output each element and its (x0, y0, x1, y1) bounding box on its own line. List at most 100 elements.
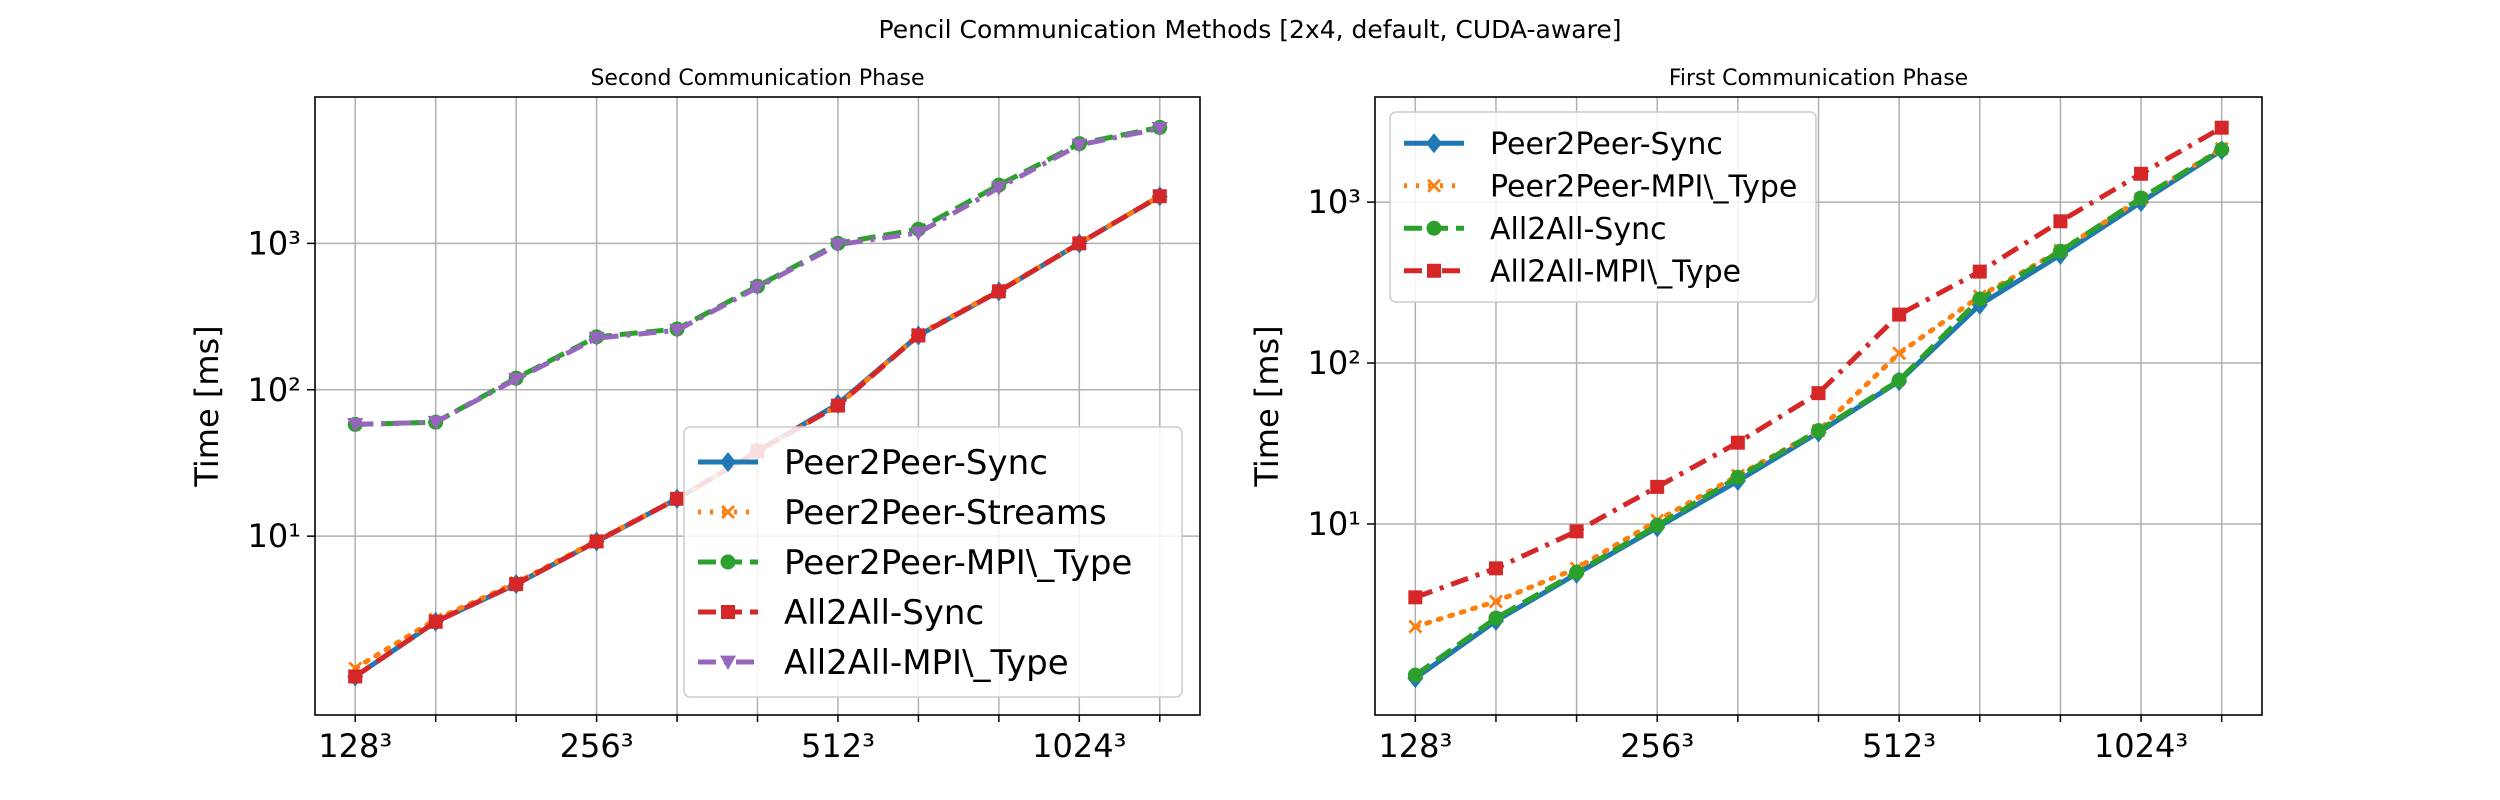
series-all2all-sync (1407, 142, 2230, 683)
data-point (991, 284, 1006, 299)
legend-marker (1426, 133, 1442, 154)
data-point (1072, 236, 1087, 251)
legend-marker (721, 505, 735, 519)
data-point (2053, 214, 2068, 229)
data-point (2214, 142, 2230, 158)
legend-marker (720, 655, 736, 670)
legend-item-all2all-mpi-type: All2All-MPI\_Type (1404, 254, 1741, 289)
data-point (1891, 372, 1907, 388)
data-point (749, 281, 766, 296)
data-point (1408, 590, 1423, 605)
x-tick-label: 512³ (1862, 727, 1936, 765)
plot-frame (1374, 96, 2263, 716)
legend-item-peer2peer-mpi-type: Peer2Peer-MPI\_Type (698, 543, 1132, 583)
legend-box (1389, 111, 1817, 303)
data-point (1892, 346, 1907, 361)
data-point (1408, 619, 1423, 634)
chart-second-communication-phase: Second Communication Phase Time [ms] 10¹ 10… (188, 66, 1201, 765)
legend-label: Peer2Peer-MPI\_Type (1490, 169, 1797, 204)
x-tick-label: 1024³ (2094, 727, 2188, 765)
legend-label: All2All-MPI\_Type (784, 643, 1069, 683)
data-point (1730, 469, 1746, 485)
data-point (1569, 524, 1584, 539)
legend-item-peer2peer-streams: Peer2Peer-Streams (698, 493, 1107, 533)
data-point (1972, 264, 1987, 279)
data-point (1569, 564, 1585, 580)
data-point (1811, 423, 1826, 439)
plot-frame (314, 96, 1201, 716)
data-point (588, 331, 605, 347)
legend-label: Peer2Peer-Streams (784, 493, 1107, 533)
y-axis-label: Time [ms] (188, 325, 226, 487)
legend-label: Peer2Peer-Sync (784, 443, 1048, 483)
series-all2all-mpi-type (347, 122, 1168, 433)
data-point (589, 534, 604, 549)
legend-item-all2all-sync: All2All-Sync (698, 593, 984, 633)
data-point (1151, 122, 1168, 137)
legend-item-peer2peer-sync: Peer2Peer-Sync (698, 443, 1048, 483)
legend-label: All2All-Sync (784, 593, 984, 633)
y-tick-label: 10¹ (1307, 505, 1361, 543)
y-tick-label: 10² (247, 371, 301, 409)
legend-box (683, 426, 1183, 698)
data-point (1152, 189, 1167, 204)
x-tick-label: 256³ (560, 727, 634, 765)
data-point (669, 323, 686, 339)
x-tick-label: 512³ (801, 727, 875, 765)
legend-marker (721, 605, 735, 619)
data-point (1892, 307, 1907, 322)
legend-label: Peer2Peer-MPI\_Type (784, 543, 1132, 583)
data-point (670, 491, 685, 506)
chart-title: First Communication Phase (1669, 66, 1968, 91)
data-point (428, 614, 443, 629)
data-point (1650, 479, 1665, 494)
data-point (2134, 166, 2149, 181)
legend-item-all2all-sync: All2All-Sync (1404, 212, 1667, 247)
y-tick-label: 10² (1307, 344, 1361, 382)
data-point (1488, 610, 1504, 626)
legend-marker (720, 452, 736, 472)
data-point (911, 328, 926, 343)
data-point (1071, 138, 1088, 153)
legend-marker (1426, 220, 1442, 236)
data-point (427, 415, 444, 431)
y-axis-label: Time [ms] (1248, 325, 1286, 487)
data-point (1730, 435, 1745, 450)
data-point (1649, 517, 1665, 533)
legend-item-peer2peer-sync: Peer2Peer-Sync (1404, 127, 1723, 162)
x-tick-label: 128³ (1378, 727, 1452, 765)
data-point (508, 372, 525, 388)
data-point (347, 417, 364, 433)
x-tick-label: 1024³ (1032, 727, 1126, 765)
data-point (990, 181, 1007, 196)
x-tick-label: 256³ (1620, 727, 1694, 765)
data-point (509, 577, 524, 592)
figure-title: Pencil Communication Methods [2x4, defau… (879, 15, 1622, 44)
x-tick-label: 128³ (318, 727, 392, 765)
data-point (1811, 386, 1826, 401)
legend-marker (1427, 178, 1441, 193)
data-point (1488, 561, 1503, 576)
legend-item-all2all-mpi-type: All2All-MPI\_Type (698, 643, 1069, 683)
legend-label: All2All-MPI\_Type (1490, 254, 1741, 289)
y-tick-label: 10³ (247, 224, 301, 262)
chart-first-communication-phase: First Communication Phase Time [ms] 10¹ 10²… (1248, 66, 2263, 765)
chart-title: Second Communication Phase (590, 66, 924, 91)
data-point (829, 238, 846, 253)
data-point (1488, 594, 1503, 609)
legend-label: Peer2Peer-Sync (1490, 127, 1723, 162)
data-point (1407, 667, 1423, 683)
y-tick-label: 10¹ (247, 517, 301, 555)
data-point (830, 398, 845, 413)
legend-marker (1427, 263, 1441, 278)
legend-label: All2All-Sync (1490, 212, 1667, 247)
legend: Peer2Peer-Sync Peer2Peer-MPI\_Type All2All… (1389, 111, 1817, 303)
y-tick-label: 10³ (1307, 183, 1361, 221)
series-line (353, 194, 1162, 679)
data-point (348, 669, 363, 684)
data-point (2052, 243, 2068, 259)
data-point (1972, 291, 1988, 307)
data-point (910, 226, 927, 241)
data-point (2133, 190, 2149, 206)
